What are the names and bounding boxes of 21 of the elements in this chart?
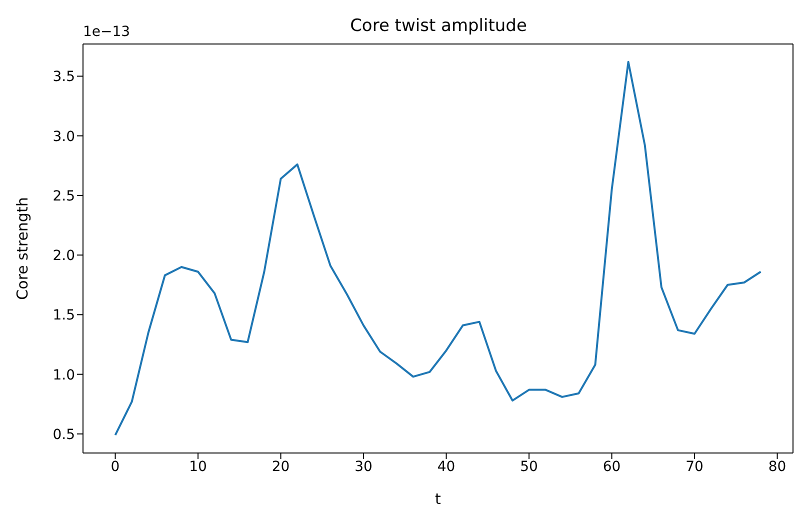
chart-title: Core twist amplitude [350,16,527,36]
x-tick-label: 30 [354,458,372,475]
x-axis-title: t [435,490,442,508]
y-tick-label: 0.5 [52,426,75,443]
y-tick-label: 2.5 [52,188,75,204]
x-tick-label: 70 [686,458,704,475]
x-tick-label: 40 [437,458,456,475]
y-axis-title: Core strength [13,197,32,300]
y-tick-label: 1.0 [52,367,75,384]
y-tick-label: 3.0 [52,128,75,145]
x-tick-label: 80 [768,458,786,475]
y-tick-label: 2.0 [52,248,75,264]
line-series [114,60,762,436]
x-tick-label: 50 [520,458,538,475]
y-tick-label: 1.5 [52,308,75,324]
x-tick-label: 10 [189,458,207,475]
text: 1e−13 [83,24,130,40]
x-tick-label: 0 [110,458,120,475]
y-tick-label: 3.5 [52,69,75,86]
x-tick-label: 20 [272,458,290,475]
x-tick-label: 60 [602,458,621,475]
